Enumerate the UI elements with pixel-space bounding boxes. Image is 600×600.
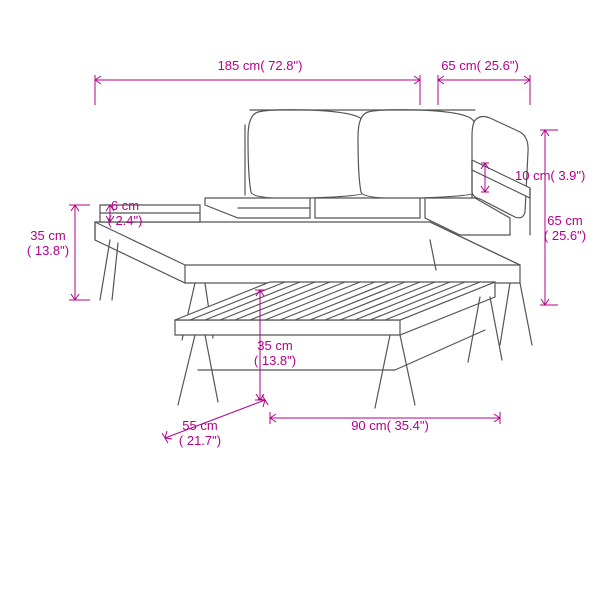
dim-armrest: 10 cm( 3.9") [515,168,585,183]
dim-top-depth: 65 cm( 25.6") [441,58,519,73]
dim-right-height-main: 65 cm [547,213,582,228]
dim-left-seat-main: 35 cm [30,228,65,243]
dim-top-width: 185 cm( 72.8") [218,58,303,73]
dim-table-h-sub: ( 13.8") [254,353,296,368]
dim-cushion-sub: ( 2.4") [108,213,143,228]
dim-table-h-main: 35 cm [257,338,292,353]
dim-table-d-main: 55 cm [182,418,217,433]
dim-table-d-sub: ( 21.7") [179,433,221,448]
dimension-diagram: 185 cm( 72.8") 65 cm( 25.6") 65 cm( 25.6")… [0,0,600,600]
dim-right-height-sub: ( 25.6") [544,228,586,243]
furniture-illustration [95,110,532,408]
dim-left-seat-sub: ( 13.8") [27,243,69,258]
dim-cushion-main: 6 cm [111,198,139,213]
dim-table-w: 90 cm( 35.4") [351,418,429,433]
